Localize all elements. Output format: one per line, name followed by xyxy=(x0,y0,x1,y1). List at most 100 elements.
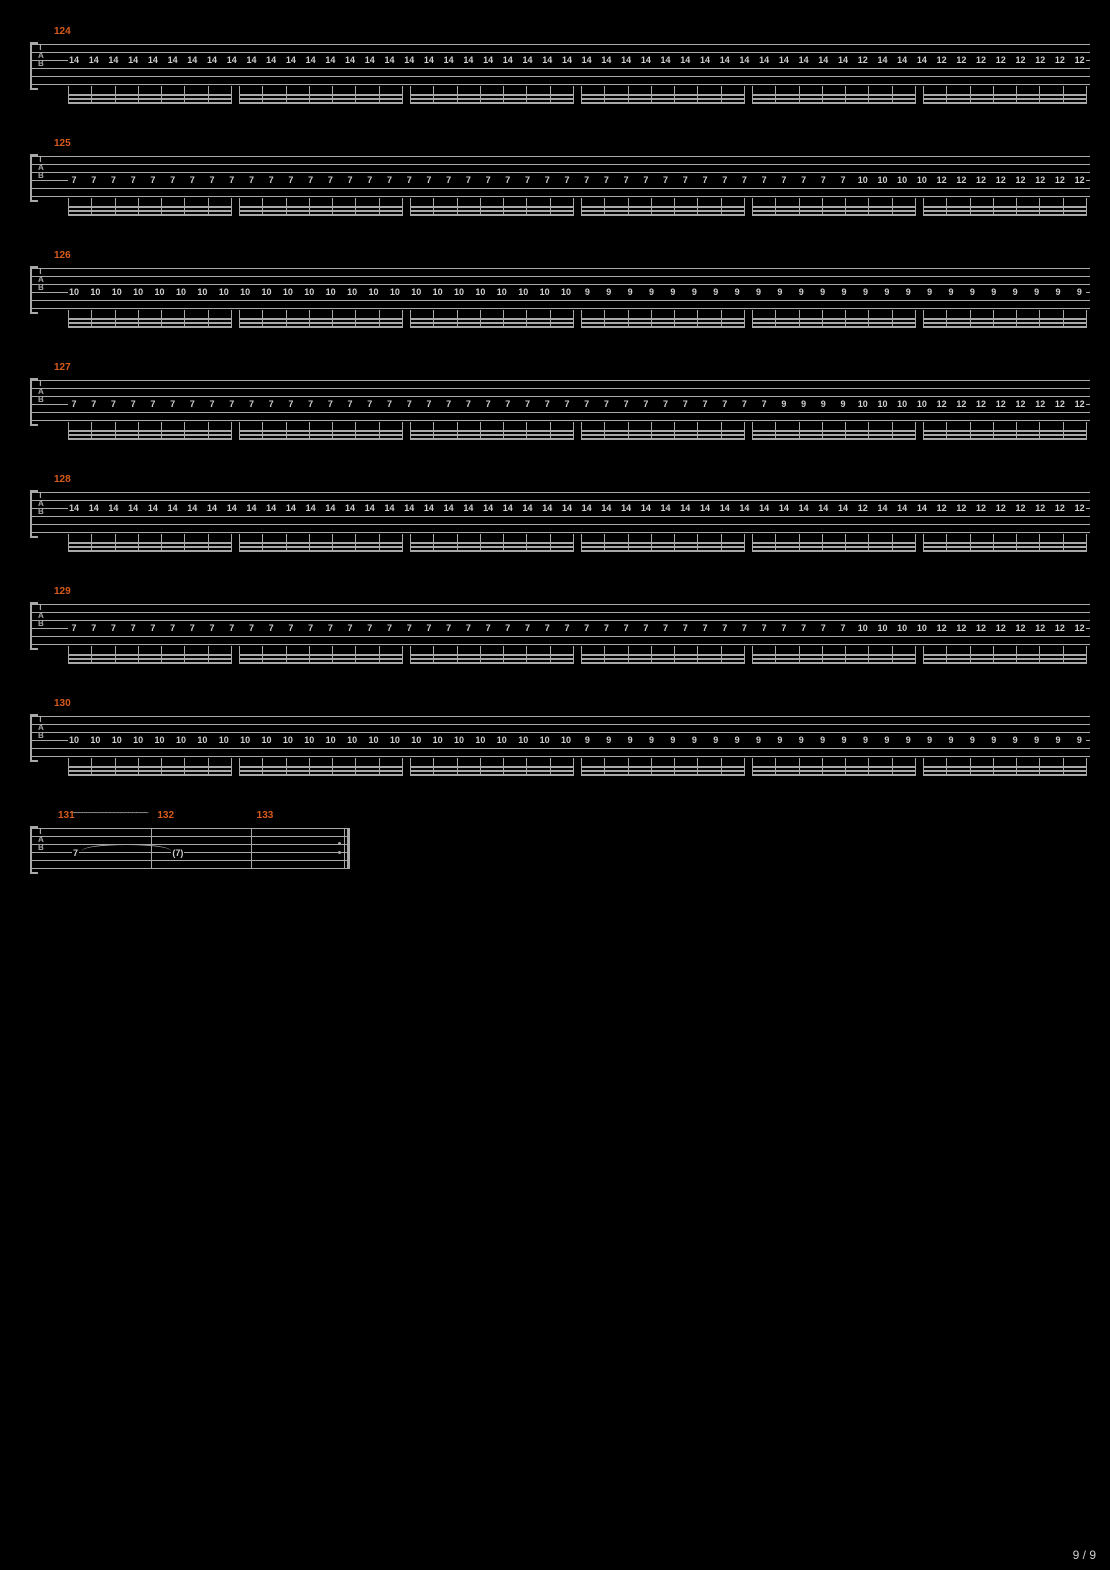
fret-number: 7 xyxy=(502,176,514,185)
fret-number: 12 xyxy=(1074,400,1086,409)
fret-number: 12 xyxy=(1034,504,1046,513)
fret-number: 14 xyxy=(206,504,218,513)
fret-number: 7 xyxy=(699,400,711,409)
fret-number: 14 xyxy=(482,56,494,65)
fret-number: 7 xyxy=(522,624,534,633)
fret-number: 7 xyxy=(344,400,356,409)
fret-number: 7 xyxy=(127,176,139,185)
fret-number: 7 xyxy=(265,624,277,633)
measure: 129TAB7777777777777777777777777777777777… xyxy=(30,590,1090,668)
fret-number: 14 xyxy=(226,504,238,513)
fret-number: 14 xyxy=(581,56,593,65)
fret-number: 7 xyxy=(384,624,396,633)
fret-number: 12 xyxy=(1054,176,1066,185)
fret-number: 14 xyxy=(305,56,317,65)
beam-group xyxy=(68,426,1086,440)
measure: 124TAB1414141414141414141414141414141414… xyxy=(30,30,1090,108)
fret-number: 7 xyxy=(245,624,257,633)
fret-number: 10 xyxy=(282,736,294,745)
fret-number: 12 xyxy=(1054,504,1066,513)
fret-number: 10 xyxy=(389,288,401,297)
fret-number: 9 xyxy=(774,736,786,745)
fret-number: 9 xyxy=(646,736,658,745)
fret-number: 12 xyxy=(955,176,967,185)
fret-number: 14 xyxy=(561,56,573,65)
fret-number: 14 xyxy=(541,56,553,65)
fret-number: 7 xyxy=(324,176,336,185)
fret-number: 10 xyxy=(303,288,315,297)
fret-number: 7 xyxy=(640,400,652,409)
fret-number: 7 xyxy=(147,400,159,409)
fret-number: 7 xyxy=(403,624,415,633)
fret-number: 14 xyxy=(324,56,336,65)
fret-number: 7 xyxy=(285,176,297,185)
fret-number: 10 xyxy=(560,736,572,745)
fret-number: 14 xyxy=(88,504,100,513)
fret-number: 12 xyxy=(975,624,987,633)
fret-number: 10 xyxy=(239,288,251,297)
fret-number: 7 xyxy=(245,400,257,409)
fret-number: 14 xyxy=(896,504,908,513)
fret-number: 7 xyxy=(245,176,257,185)
measure-number: 124 xyxy=(54,26,71,37)
fret-number: 14 xyxy=(876,56,888,65)
page-current: 9 xyxy=(1073,1548,1080,1562)
fret-number: 7 xyxy=(600,400,612,409)
fret-number: 10 xyxy=(111,736,123,745)
fret-number: 14 xyxy=(384,56,396,65)
fret-number: 7 xyxy=(482,400,494,409)
fret-number: 7 xyxy=(344,624,356,633)
page-total: 9 xyxy=(1089,1548,1096,1562)
fret-number: 14 xyxy=(916,56,928,65)
fret-number: 7 xyxy=(423,400,435,409)
fret-number: 14 xyxy=(541,504,553,513)
fret-number: 10 xyxy=(89,736,101,745)
fret-number: 7 xyxy=(778,624,790,633)
fret-number: 14 xyxy=(423,504,435,513)
fret-number: 10 xyxy=(876,176,888,185)
fret-number: 9 xyxy=(859,288,871,297)
fret-number: 10 xyxy=(517,288,529,297)
fret-number: 10 xyxy=(474,288,486,297)
fret-number: 14 xyxy=(679,504,691,513)
fret-number: 14 xyxy=(443,56,455,65)
fret-number: 9 xyxy=(624,736,636,745)
fret-number: 12 xyxy=(995,400,1007,409)
fret-number: 7 xyxy=(265,176,277,185)
fret-number: 7 xyxy=(167,400,179,409)
fret-number: 14 xyxy=(206,56,218,65)
fret-number: 7 xyxy=(620,176,632,185)
fret-number: 14 xyxy=(127,504,139,513)
fret-number: 14 xyxy=(68,504,80,513)
fret-number: 14 xyxy=(837,56,849,65)
beam-group xyxy=(68,538,1086,552)
fret-number: 7 xyxy=(364,400,376,409)
fret-number: 10 xyxy=(261,736,273,745)
fret-number: 10 xyxy=(68,288,80,297)
fret-number: 9 xyxy=(966,288,978,297)
fret-number: 7 xyxy=(660,400,672,409)
fret-number: 12 xyxy=(1074,624,1086,633)
fret-number: 10 xyxy=(346,288,358,297)
beam-group xyxy=(68,90,1086,104)
fret-number: 7 xyxy=(206,176,218,185)
fret-row: 1010101010101010101010101010101010101010… xyxy=(68,736,1086,745)
fret-number: 7 xyxy=(88,624,100,633)
fret-number: 10 xyxy=(154,736,166,745)
fret-number: 9 xyxy=(1073,736,1085,745)
barline xyxy=(251,828,252,868)
fret-number: 14 xyxy=(186,504,198,513)
fret-number: 7 xyxy=(344,176,356,185)
fret-number: 7 xyxy=(581,176,593,185)
fret-number: 12 xyxy=(955,56,967,65)
measure-number: 128 xyxy=(54,474,71,485)
fret-number: 10 xyxy=(410,288,422,297)
page-number: 9 / 9 xyxy=(1073,1548,1096,1562)
fret-number: 7 xyxy=(403,176,415,185)
fret-number: 10 xyxy=(857,176,869,185)
fret-number: 14 xyxy=(88,56,100,65)
fret-number: 10 xyxy=(346,736,358,745)
fret-number: 10 xyxy=(261,288,273,297)
fret-number: 12 xyxy=(1034,624,1046,633)
fret-number: 12 xyxy=(936,176,948,185)
